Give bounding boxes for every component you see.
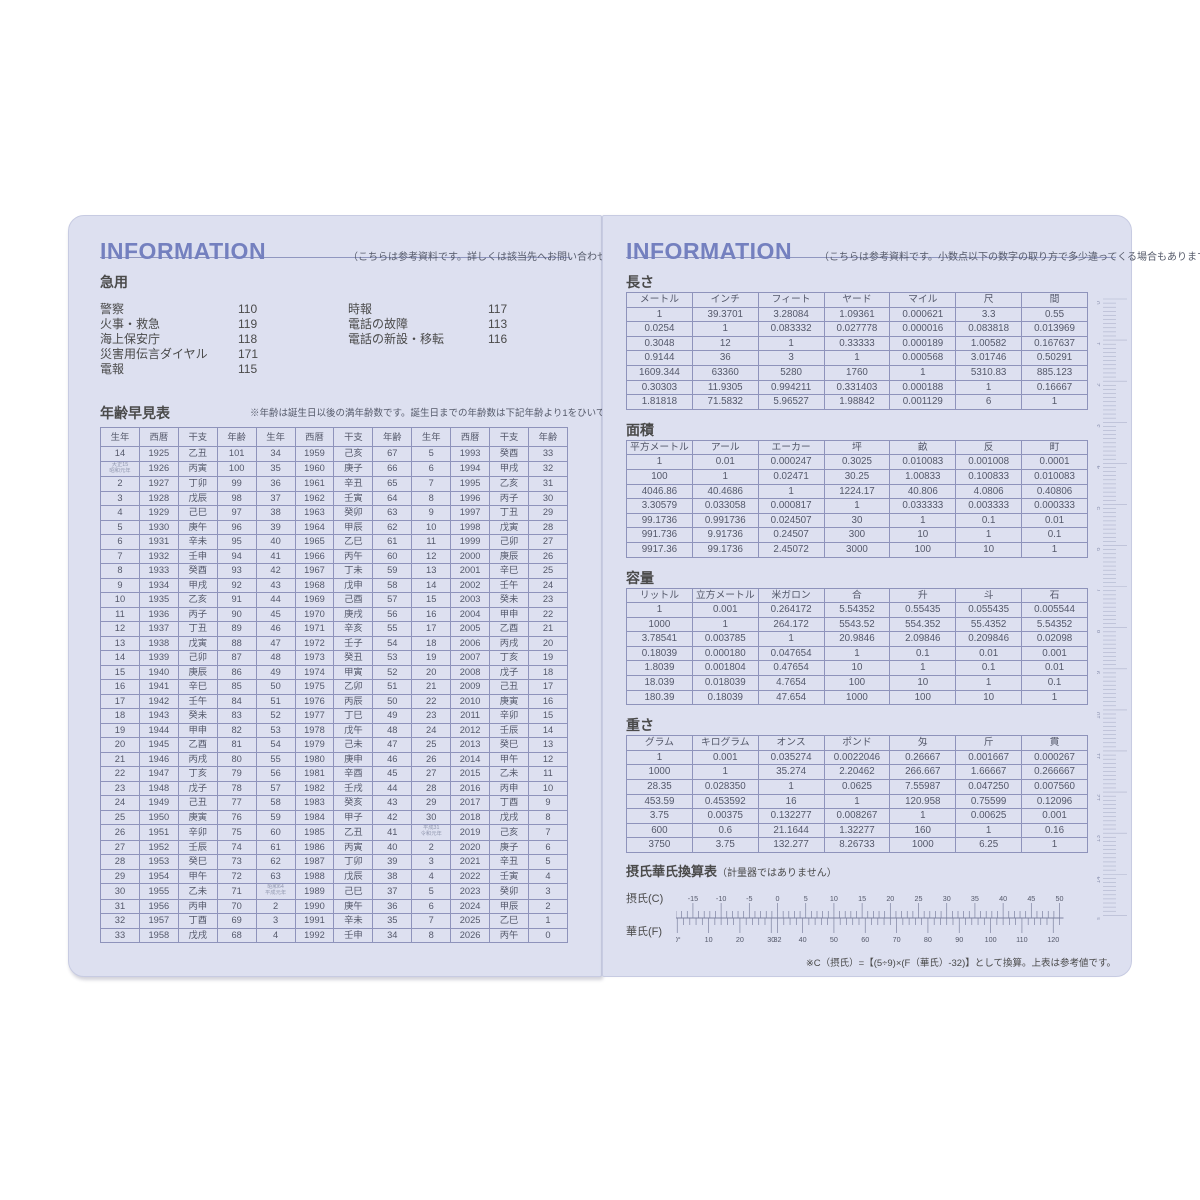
svg-text:-15: -15 [688, 894, 698, 903]
svg-text:20: 20 [736, 935, 744, 944]
svg-text:40: 40 [999, 894, 1007, 903]
svg-text:45: 45 [1027, 894, 1035, 903]
svg-text:40: 40 [799, 935, 807, 944]
svg-text:25: 25 [915, 894, 923, 903]
svg-text:15: 15 [858, 894, 866, 903]
svg-text:60: 60 [861, 935, 869, 944]
svg-text:80: 80 [924, 935, 932, 944]
svg-text:90: 90 [955, 935, 963, 944]
svg-text:32: 32 [774, 935, 782, 944]
svg-text:35: 35 [971, 894, 979, 903]
svg-text:50: 50 [830, 935, 838, 944]
svg-text:70: 70 [893, 935, 901, 944]
svg-text:30: 30 [943, 894, 951, 903]
svg-text:10: 10 [830, 894, 838, 903]
svg-text:0: 0 [776, 894, 780, 903]
svg-text:100: 100 [985, 935, 997, 944]
svg-text:0°: 0° [676, 935, 681, 944]
svg-text:5: 5 [804, 894, 808, 903]
svg-text:110: 110 [1016, 935, 1027, 944]
svg-text:-10: -10 [716, 894, 726, 903]
svg-text:20: 20 [886, 894, 894, 903]
svg-text:50: 50 [1056, 894, 1064, 903]
svg-text:120: 120 [1047, 935, 1059, 944]
svg-text:10: 10 [705, 935, 713, 944]
svg-text:-5: -5 [746, 894, 752, 903]
